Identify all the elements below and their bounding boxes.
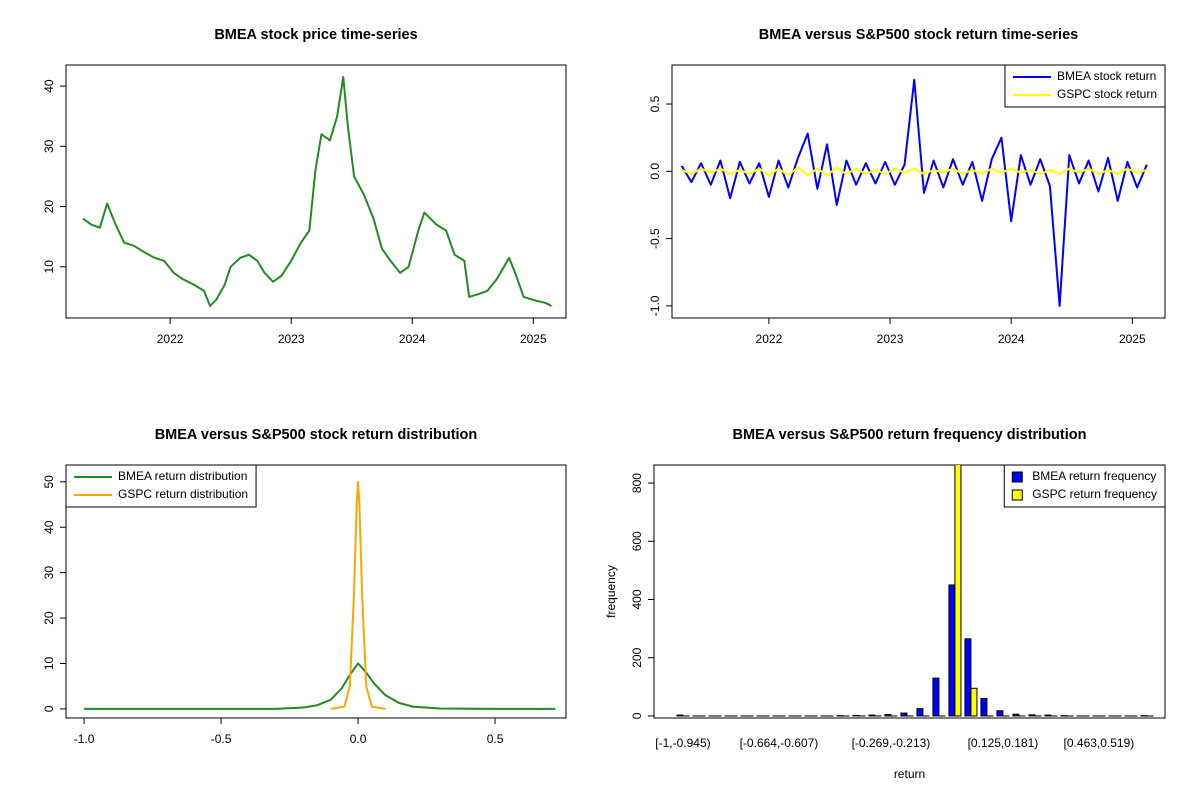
x-tick-label: 0.5 xyxy=(487,732,504,746)
legend-label: BMEA return frequency xyxy=(1032,469,1156,483)
chart-title: BMEA stock price time-series xyxy=(214,27,417,43)
bar xyxy=(676,714,684,717)
legend-label: GSPC return distribution xyxy=(118,487,248,501)
y-tick-label: 0 xyxy=(42,705,56,712)
legend-label: GSPC return frequency xyxy=(1032,487,1157,501)
x-tick-label: 2025 xyxy=(1119,332,1146,346)
plot-frame xyxy=(65,64,567,319)
series-line xyxy=(82,76,552,307)
y-tick-label: 600 xyxy=(630,531,644,551)
legend-label: BMEA return distribution xyxy=(118,469,247,483)
bar xyxy=(964,638,972,717)
y-tick-label: 20 xyxy=(42,200,56,214)
x-tick-label: [0.463,0.519) xyxy=(1064,736,1135,750)
x-tick-label: 2023 xyxy=(278,332,305,346)
y-tick-label: 10 xyxy=(42,656,56,670)
x-tick-label: -1.0 xyxy=(74,732,95,746)
bar xyxy=(916,708,924,717)
x-tick-label: 2022 xyxy=(756,332,783,346)
legend: BMEA return frequency GSPC return frequen… xyxy=(1003,464,1166,508)
series-line xyxy=(680,78,1148,307)
x-tick-label: [-0.664,-0.607) xyxy=(740,736,819,750)
y-tick-label: 10 xyxy=(42,260,56,274)
y-tick-label: 400 xyxy=(630,589,644,609)
x-tick-label: 2022 xyxy=(157,332,184,346)
y-tick-label: 0.5 xyxy=(648,95,662,112)
x-tick-label: -0.5 xyxy=(211,732,232,746)
plot-area xyxy=(680,78,1148,307)
x-tick-label: 2025 xyxy=(520,332,547,346)
series-line xyxy=(681,166,1148,177)
legend-label: GSPC stock return xyxy=(1057,87,1157,101)
plot-area xyxy=(676,465,1154,717)
bar xyxy=(996,710,1004,717)
bar xyxy=(1012,713,1020,717)
y-tick-label: 0.0 xyxy=(648,163,662,180)
bar xyxy=(948,584,956,717)
y-tick-label: 0 xyxy=(630,712,644,719)
legend-swatch xyxy=(1011,471,1023,483)
bar xyxy=(1044,714,1052,717)
x-tick-label: [-0.269,-0.213) xyxy=(852,736,931,750)
y-tick-label: 50 xyxy=(42,475,56,489)
legend: BMEA return distribution GSPC return dist… xyxy=(65,464,257,508)
legend-box xyxy=(1004,64,1166,108)
legend-box xyxy=(65,464,257,508)
y-axis-label: frequency xyxy=(604,565,618,618)
bar xyxy=(954,465,962,717)
legend: BMEA stock return GSPC stock return xyxy=(1004,64,1166,108)
y-tick-label: -1.0 xyxy=(648,295,662,316)
bar xyxy=(884,714,892,717)
legend-swatch xyxy=(1011,489,1023,501)
chart-title: BMEA versus S&P500 stock return distribu… xyxy=(155,427,478,443)
y-tick-label: 30 xyxy=(42,566,56,580)
bar xyxy=(932,677,940,717)
bar xyxy=(852,714,860,717)
x-tick-label: [-1,-0.945) xyxy=(655,736,710,750)
chart-title: BMEA versus S&P500 stock return time-ser… xyxy=(759,27,1078,43)
series-line xyxy=(330,480,386,710)
bar xyxy=(1028,714,1036,717)
y-tick-label: 40 xyxy=(42,520,56,534)
y-tick-label: 40 xyxy=(42,79,56,93)
series-line xyxy=(84,662,556,710)
y-tick-label: 200 xyxy=(630,647,644,667)
bar xyxy=(970,687,978,717)
plot-area xyxy=(82,76,552,307)
legend-label: BMEA stock return xyxy=(1057,69,1156,83)
plot-area xyxy=(84,480,556,710)
plot-frame xyxy=(653,464,1166,719)
x-tick-label: 2023 xyxy=(877,332,904,346)
y-tick-label: 30 xyxy=(42,139,56,153)
x-axis-label: return xyxy=(894,767,925,781)
x-tick-label: 2024 xyxy=(399,332,426,346)
chart-title: BMEA versus S&P500 return frequency dist… xyxy=(733,427,1087,443)
bar xyxy=(980,697,988,717)
plot-frame xyxy=(671,64,1166,319)
y-tick-label: -0.5 xyxy=(648,228,662,249)
y-tick-label: 800 xyxy=(630,473,644,493)
x-tick-label: [0.125,0.181) xyxy=(968,736,1039,750)
bar xyxy=(900,712,908,717)
y-tick-label: 20 xyxy=(42,611,56,625)
plot-frame xyxy=(65,464,567,719)
x-tick-label: 2024 xyxy=(998,332,1025,346)
bar xyxy=(868,714,876,717)
legend-box xyxy=(1003,464,1166,508)
x-tick-label: 0.0 xyxy=(350,732,367,746)
